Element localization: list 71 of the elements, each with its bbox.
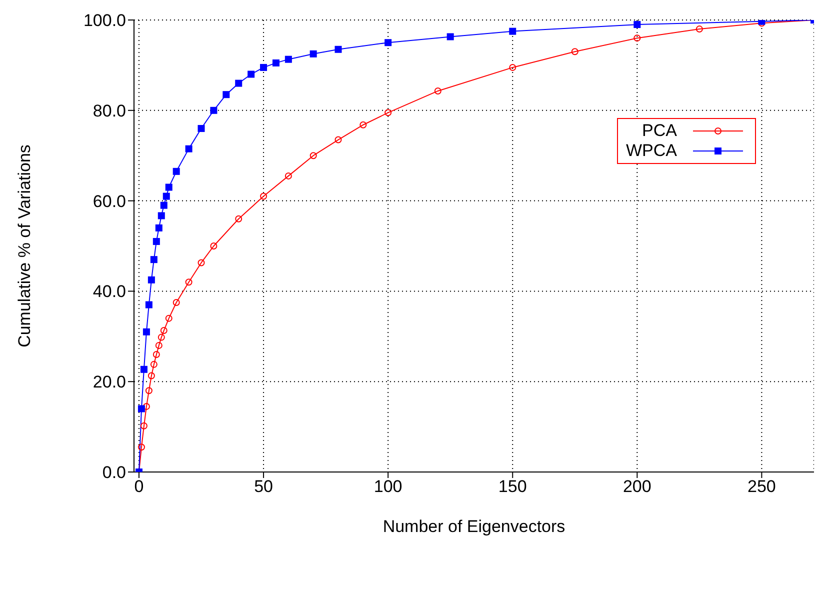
y-tick-label: 20.0 [92,372,126,392]
x-tick-label: 200 [622,477,652,496]
point [138,405,145,412]
point [160,327,168,334]
point [334,136,342,144]
point [150,256,158,264]
point [235,80,242,87]
y-tick-label: 0.0 [102,463,126,482]
point [384,39,392,46]
point [571,48,578,56]
point [634,21,641,28]
point [284,56,292,63]
point [165,184,172,191]
point [210,242,218,250]
point [155,342,162,349]
point [509,64,516,71]
point [310,152,317,160]
x-tick-label: 50 [254,477,273,496]
point [172,299,180,306]
y-tick-label: 80.0 [92,101,126,120]
point [150,360,158,368]
point [248,70,255,78]
y-tick-label: 100.0 [83,11,126,30]
point [272,59,280,66]
point [634,34,641,42]
point [446,33,454,40]
point [152,238,160,245]
point [235,215,242,222]
point [260,192,268,200]
point [158,212,165,220]
point [138,444,145,451]
point [145,301,152,308]
point [165,314,172,322]
point [360,121,367,128]
point [334,46,342,53]
point [142,328,150,336]
legend-label: WPCA [626,141,677,161]
point [185,278,192,286]
point [310,50,317,58]
x-tick-label: 250 [748,477,776,496]
legend-label: PCA [642,121,677,141]
x-axis-title: Number of Eigenvectors [382,517,566,536]
point [172,168,180,175]
point [142,402,150,410]
point [210,106,218,114]
y-axis-title: Cumulative % of Variations [15,144,34,348]
point [155,224,162,232]
point [198,124,205,132]
point [152,350,160,358]
point [145,387,152,394]
point [260,64,268,71]
point [284,172,292,180]
point [160,202,168,209]
x-tick-label: 100 [374,477,402,496]
point [158,334,165,341]
y-tick-label: 60.0 [92,192,126,211]
x-tick-label: 0 [134,477,144,496]
point [140,366,148,373]
point [434,87,442,94]
y-tick-label: 40.0 [92,282,126,302]
point [140,422,148,430]
point [148,276,155,284]
point [198,259,205,266]
point [509,28,516,35]
point [696,26,703,33]
point [384,109,392,116]
point [148,372,155,380]
point [222,91,230,98]
x-tick-label: 150 [498,477,527,496]
point [185,145,192,152]
point [162,192,170,200]
